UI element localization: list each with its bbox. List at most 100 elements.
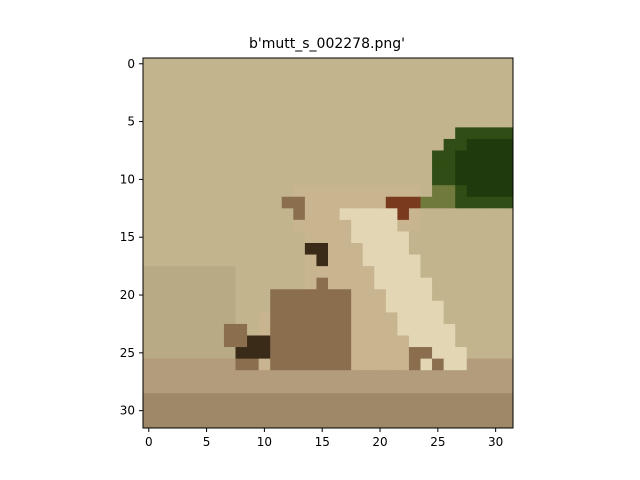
image-pixel — [258, 81, 271, 94]
image-pixel — [316, 173, 329, 186]
image-pixel — [385, 335, 398, 348]
image-pixel — [212, 347, 225, 360]
image-pixel — [154, 104, 167, 117]
image-pixel — [177, 208, 190, 221]
image-pixel — [408, 127, 421, 140]
image-pixel — [223, 266, 236, 279]
image-pixel — [501, 162, 514, 175]
image-pixel — [189, 81, 202, 94]
image-pixel — [420, 127, 433, 140]
image-pixel — [154, 138, 167, 151]
image-pixel — [466, 404, 479, 417]
image-pixel — [385, 69, 398, 82]
image-pixel — [154, 58, 167, 70]
image-pixel — [247, 185, 260, 198]
image-pixel — [351, 277, 364, 290]
image-pixel — [258, 150, 271, 163]
image-pixel — [478, 173, 491, 186]
image-pixel — [328, 69, 340, 82]
image-pixel — [316, 162, 329, 175]
image-pixel — [189, 254, 202, 267]
image-pixel — [154, 266, 167, 279]
image-pixel — [374, 162, 387, 175]
image-pixel — [408, 370, 421, 383]
image-pixel — [374, 115, 387, 128]
image-pixel — [443, 243, 456, 255]
image-pixel — [270, 289, 283, 302]
image-pixel — [501, 115, 514, 128]
image-pixel — [247, 173, 260, 186]
image-pixel — [304, 196, 317, 209]
image-pixel — [177, 173, 190, 186]
image-pixel — [258, 92, 271, 105]
image-pixel — [154, 416, 167, 429]
image-pixel — [143, 277, 155, 290]
image-pixel — [420, 243, 433, 255]
image-pixel — [501, 370, 514, 383]
image-pixel — [397, 393, 410, 406]
image-pixel — [374, 416, 387, 429]
image-pixel — [223, 381, 236, 394]
image-pixel — [478, 335, 491, 348]
image-pixel — [408, 162, 421, 175]
image-pixel — [235, 300, 248, 313]
image-pixel — [362, 173, 375, 186]
image-pixel — [143, 219, 155, 232]
image-pixel — [223, 231, 236, 244]
image-pixel — [143, 115, 155, 128]
image-pixel — [177, 185, 190, 198]
image-pixel — [270, 381, 283, 394]
image-pixel — [270, 300, 283, 313]
image-pixel — [200, 393, 213, 406]
image-pixel — [443, 196, 456, 209]
image-pixel — [200, 115, 213, 128]
image-pixel — [258, 219, 271, 232]
image-pixel — [339, 300, 352, 313]
image-pixel — [351, 404, 364, 417]
image-pixel — [154, 381, 167, 394]
image-pixel — [258, 196, 271, 209]
image-pixel — [189, 312, 202, 325]
image-pixel — [339, 404, 352, 417]
image-pixel — [212, 243, 225, 255]
image-pixel — [408, 300, 421, 313]
image-pixel — [443, 219, 456, 232]
image-pixel — [397, 277, 410, 290]
image-pixel — [189, 404, 202, 417]
image-pixel — [443, 404, 456, 417]
image-pixel — [189, 58, 202, 70]
image-pixel — [316, 416, 329, 429]
image-pixel — [316, 266, 329, 279]
image-pixel — [270, 69, 283, 82]
image-pixel — [316, 358, 329, 371]
image-pixel — [223, 104, 236, 117]
image-pixel — [258, 162, 271, 175]
image-pixel — [501, 150, 514, 163]
image-pixel — [501, 104, 514, 117]
image-pixel — [247, 150, 260, 163]
y-tick-label: 10 — [120, 172, 135, 186]
image-pixel — [432, 208, 445, 221]
image-pixel — [177, 381, 190, 394]
image-pixel — [189, 266, 202, 279]
image-pixel — [339, 312, 352, 325]
image-pixel — [177, 370, 190, 383]
image-pixel — [143, 196, 155, 209]
image-pixel — [293, 266, 306, 279]
image-pixel — [351, 300, 364, 313]
image-pixel — [154, 127, 167, 140]
image-pixel — [223, 243, 236, 255]
image-pixel — [432, 150, 445, 163]
image-pixel — [304, 266, 317, 279]
image-pixel — [385, 347, 398, 360]
image-pixel — [443, 69, 456, 82]
image-pixel — [177, 289, 190, 302]
image-pixel — [316, 127, 329, 140]
image-pixel — [489, 254, 502, 267]
image-pixel — [432, 196, 445, 209]
image-pixel — [154, 81, 167, 94]
image-pixel — [385, 104, 398, 117]
image-pixel — [154, 231, 167, 244]
image-pixel — [304, 127, 317, 140]
image-pixel — [281, 58, 294, 70]
